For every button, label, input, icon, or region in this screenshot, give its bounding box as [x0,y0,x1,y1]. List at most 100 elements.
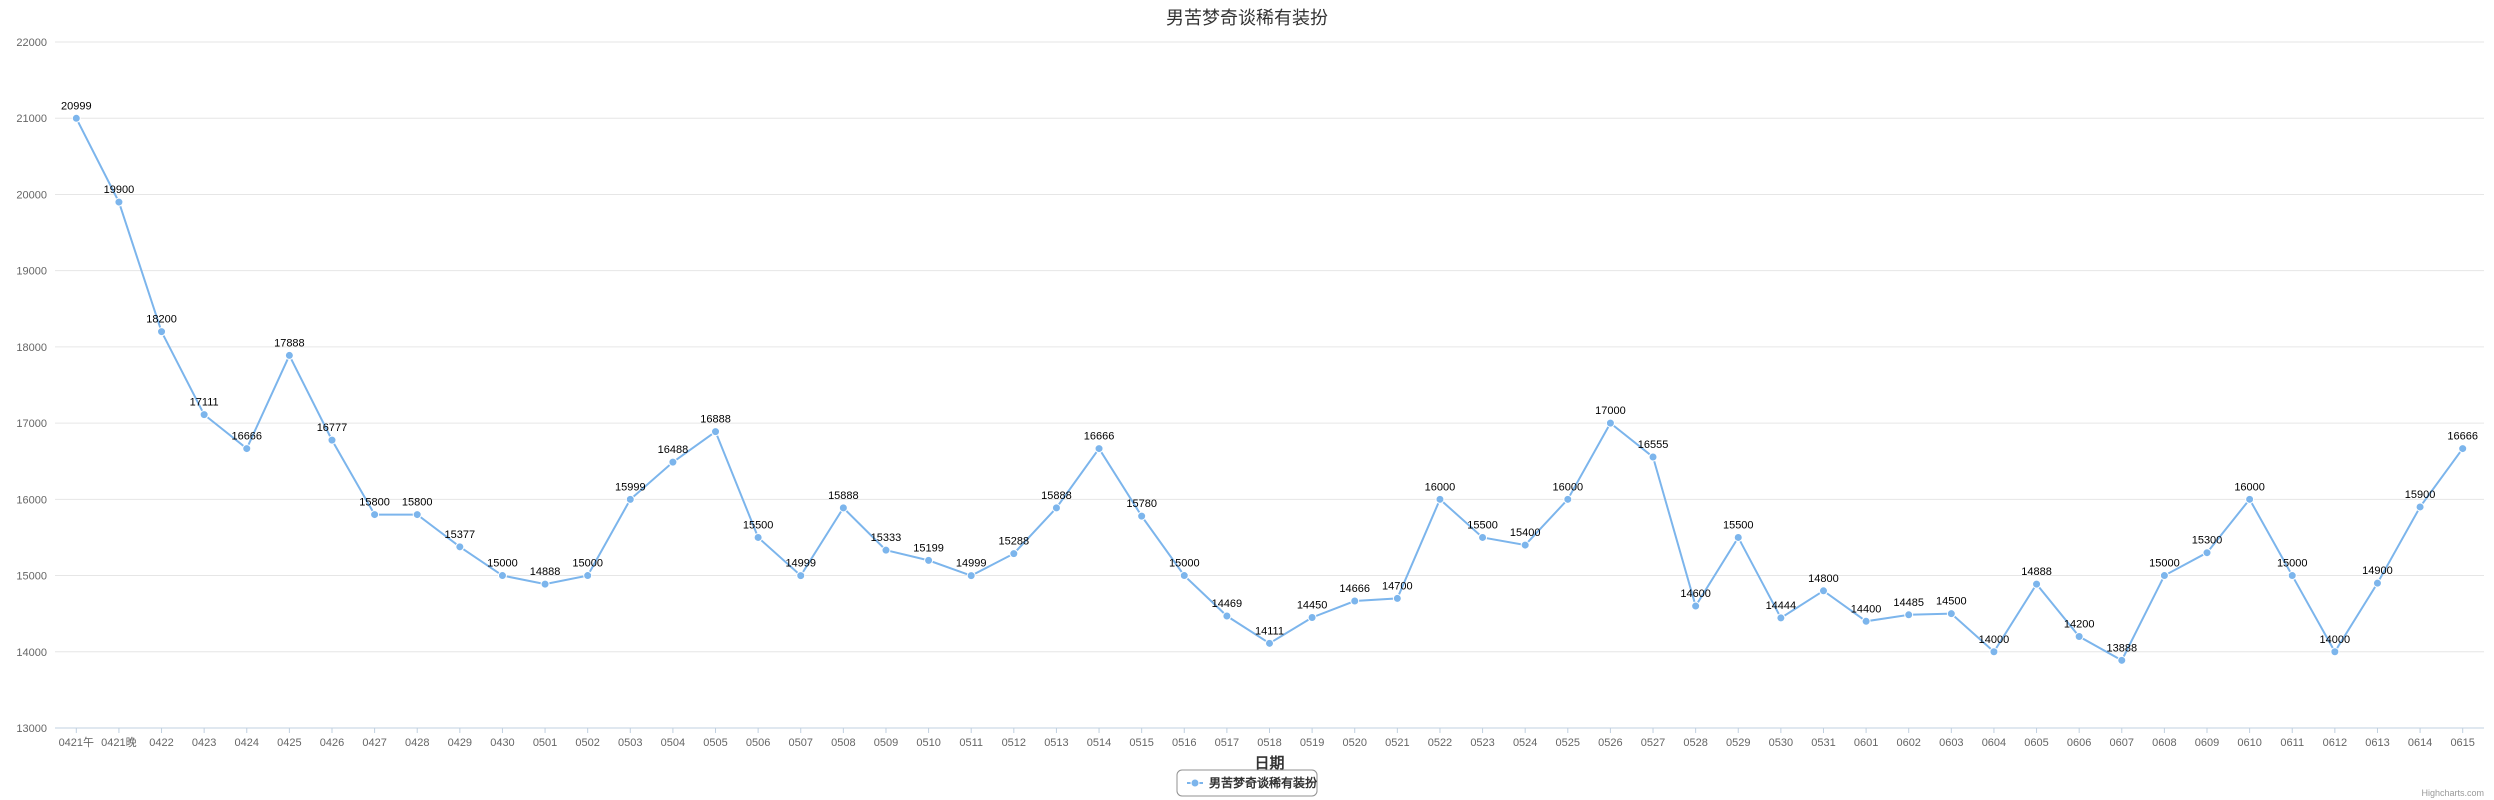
x-tick-label: 0604 [1982,737,2006,749]
data-label: 18200 [146,314,177,326]
data-point[interactable] [2075,633,2083,641]
data-label: 14666 [1339,583,1370,595]
data-point[interactable] [1564,495,1572,503]
data-point[interactable] [2416,503,2424,511]
data-point[interactable] [1990,648,1998,656]
data-label: 15300 [2192,535,2223,547]
data-point[interactable] [925,556,933,564]
y-tick-label: 21000 [16,113,47,125]
data-point[interactable] [1819,587,1827,595]
data-point[interactable] [1777,614,1785,622]
data-point[interactable] [115,198,123,206]
x-tick-label: 0524 [1513,737,1537,749]
data-point[interactable] [72,114,80,122]
data-point[interactable] [2373,579,2381,587]
data-point[interactable] [1052,504,1060,512]
data-point[interactable] [1649,453,1657,461]
data-point[interactable] [1180,572,1188,580]
data-label: 17111 [190,397,219,409]
x-tick-label: 0607 [2110,737,2134,749]
data-point[interactable] [371,511,379,519]
x-tick-label: 0610 [2237,737,2261,749]
data-point[interactable] [1862,617,1870,625]
data-label: 16666 [231,431,262,443]
data-point[interactable] [1947,610,1955,618]
x-tick-label: 0421午 [59,736,94,749]
data-point[interactable] [1436,495,1444,503]
data-point[interactable] [243,445,251,453]
data-point[interactable] [2118,656,2126,664]
legend[interactable]: 男苦梦奇谈稀有装扮 [1177,770,1318,796]
data-point[interactable] [200,411,208,419]
data-point[interactable] [541,580,549,588]
data-point[interactable] [1095,445,1103,453]
data-point[interactable] [2160,572,2168,580]
x-tick-label: 0501 [533,737,557,749]
data-label: 15000 [487,558,518,570]
data-point[interactable] [712,428,720,436]
y-tick-label: 22000 [16,37,47,49]
data-point[interactable] [456,543,464,551]
data-point[interactable] [1479,533,1487,541]
data-label: 14444 [1766,600,1797,612]
data-label: 16666 [1084,431,1115,443]
data-point[interactable] [2033,580,2041,588]
x-tick-label: 0526 [1598,737,1622,749]
data-label: 15500 [743,519,774,531]
legend-label: 男苦梦奇谈稀有装扮 [1209,775,1318,790]
data-point[interactable] [882,546,890,554]
data-point[interactable] [1606,419,1614,427]
data-point[interactable] [2203,549,2211,557]
data-point[interactable] [285,351,293,359]
data-point[interactable] [1692,602,1700,610]
data-label: 16000 [1425,481,1456,493]
data-label: 16000 [1553,481,1584,493]
x-tick-label: 0603 [1939,737,1963,749]
data-point[interactable] [1734,533,1742,541]
data-point[interactable] [2459,445,2467,453]
x-tick-label: 0507 [789,737,813,749]
data-point[interactable] [328,436,336,444]
data-point[interactable] [967,572,975,580]
data-point[interactable] [413,511,421,519]
x-tick-label: 0510 [916,737,940,749]
chart-credit[interactable]: Highcharts.com [2421,788,2484,798]
x-tick-label: 0528 [1683,737,1707,749]
data-point[interactable] [1223,612,1231,620]
x-tick-label: 0429 [448,737,472,749]
data-point[interactable] [1351,597,1359,605]
x-tick-label: 0508 [831,737,855,749]
data-point[interactable] [498,572,506,580]
data-point[interactable] [1010,550,1018,558]
data-point[interactable] [1308,613,1316,621]
data-label: 14999 [785,558,816,570]
x-tick-label: 0519 [1300,737,1324,749]
data-point[interactable] [1905,611,1913,619]
data-point[interactable] [2246,495,2254,503]
data-point[interactable] [158,328,166,336]
data-point[interactable] [1521,541,1529,549]
legend-marker-icon [1191,779,1199,787]
data-point[interactable] [839,504,847,512]
x-tick-label: 0512 [1002,737,1026,749]
x-tick-label: 0606 [2067,737,2091,749]
data-point[interactable] [1138,512,1146,520]
data-point[interactable] [1393,594,1401,602]
x-tick-label: 0511 [959,737,983,749]
x-tick-label: 0428 [405,737,429,749]
data-point[interactable] [1266,639,1274,647]
data-point[interactable] [754,533,762,541]
data-label: 15288 [999,536,1030,548]
data-point[interactable] [2288,572,2296,580]
data-point[interactable] [584,572,592,580]
y-tick-label: 19000 [16,266,47,278]
x-tick-label: 0517 [1215,737,1239,749]
data-point[interactable] [797,572,805,580]
data-point[interactable] [2331,648,2339,656]
data-label: 15000 [1169,558,1200,570]
data-label: 16777 [317,422,348,434]
data-point[interactable] [669,458,677,466]
data-label: 16888 [700,414,731,426]
data-label: 14888 [530,566,561,578]
data-point[interactable] [626,495,634,503]
